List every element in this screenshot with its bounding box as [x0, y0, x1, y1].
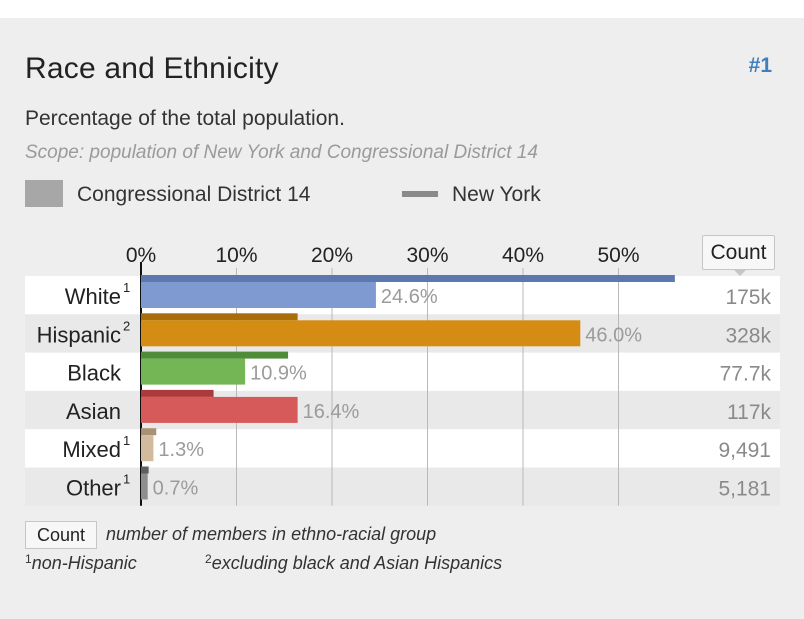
chart-scope: Scope: population of New York and Congre… [25, 142, 538, 163]
data-label: 46.0% [585, 324, 642, 346]
legend-state-swatch [402, 191, 438, 197]
district-bar [141, 435, 154, 462]
legend-district-swatch [25, 180, 63, 207]
footnote-1-text: non-Hispanic [31, 553, 137, 573]
district-bar [141, 282, 376, 308]
category-footnote-marker: 1 [123, 433, 130, 448]
data-label: 24.6% [381, 286, 438, 308]
x-tick-label: 10% [215, 244, 257, 267]
category-label: Asian [66, 399, 121, 424]
count-key-badge: Count [25, 521, 97, 549]
count-value: 5,181 [718, 478, 771, 501]
count-value: 9,491 [718, 439, 771, 462]
chart-subtitle: Percentage of the total population. [25, 107, 345, 130]
category-label: Mixed [62, 437, 121, 462]
x-tick-label: 40% [502, 244, 544, 267]
count-value: 175k [725, 286, 771, 309]
data-label: 1.3% [158, 439, 204, 461]
data-label: 10.9% [250, 363, 307, 385]
row-background [25, 352, 780, 391]
rank-link[interactable]: #1 [748, 54, 772, 77]
data-label: 0.7% [153, 478, 199, 500]
count-key-note: number of members in ethno-racial group [106, 524, 437, 544]
category-label: Other [66, 476, 121, 501]
district-bar [141, 320, 581, 347]
x-tick-label: 20% [311, 244, 353, 267]
footnote-1-marker: 1 [25, 552, 32, 566]
chart-title: Race and Ethnicity [25, 52, 279, 85]
legend-state-label: New York [452, 183, 541, 206]
category-label: Black [67, 361, 122, 386]
state-bar [141, 351, 289, 359]
count-value: 77.7k [720, 363, 772, 386]
x-tick-label: 0% [126, 244, 156, 267]
count-column-header: Count [702, 235, 775, 276]
state-bar [141, 466, 149, 474]
category-footnote-marker: 2 [123, 318, 130, 333]
x-tick-label: 50% [597, 244, 639, 267]
row-background [25, 467, 780, 506]
count-value: 328k [725, 324, 771, 347]
category-label: White [65, 284, 121, 309]
state-bar [141, 275, 675, 282]
footnote-non-hispanic: 1non-Hispanic [25, 552, 137, 574]
state-bar [141, 389, 214, 397]
state-bar [141, 428, 157, 436]
data-label: 16.4% [303, 401, 360, 423]
legend-district-label: Congressional District 14 [77, 183, 311, 206]
category-label: Hispanic [37, 322, 121, 347]
footnote-hispanic: 2excluding black and Asian Hispanics [205, 552, 502, 574]
district-bar [141, 358, 246, 385]
row-background [25, 390, 780, 430]
category-footnote-marker: 1 [123, 280, 130, 295]
count-value: 117k [727, 401, 771, 424]
category-footnote-marker: 1 [123, 472, 130, 487]
district-bar [141, 396, 298, 423]
footnote-2-text: excluding black and Asian Hispanics [211, 553, 503, 573]
row-background [25, 429, 780, 468]
x-tick-label: 30% [406, 244, 448, 267]
state-bar [141, 313, 298, 321]
district-bar [141, 473, 148, 500]
footnote-2-marker: 2 [205, 552, 212, 566]
